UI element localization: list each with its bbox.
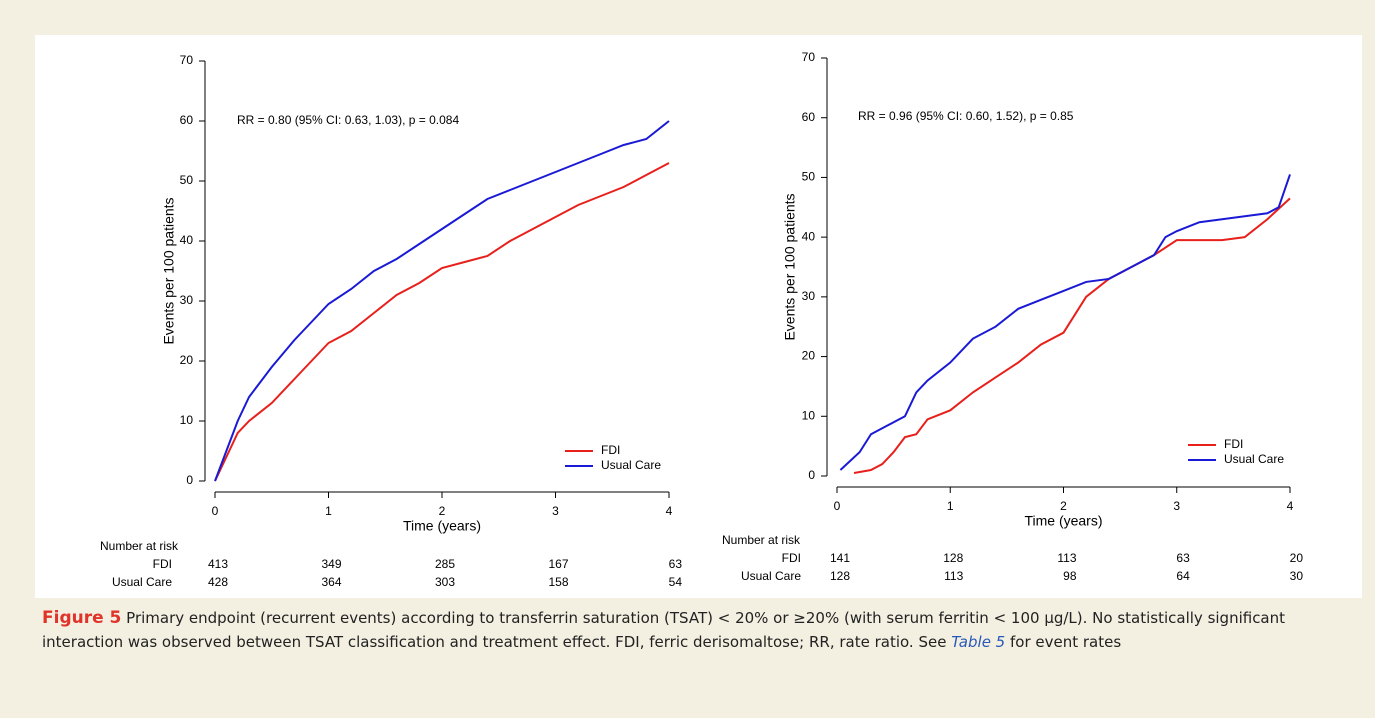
- risk-value: 128: [830, 569, 850, 583]
- risk-value: 63: [669, 557, 683, 571]
- x-tick-label: 4: [1287, 499, 1294, 513]
- risk-table-title: Number at risk: [100, 539, 179, 553]
- risk-row-name: FDI: [153, 557, 172, 571]
- caption-text: Primary endpoint (recurrent events) acco…: [42, 609, 1286, 651]
- risk-value: 113: [944, 569, 963, 583]
- y-tick-label: 60: [802, 110, 816, 124]
- risk-value: 54: [669, 575, 683, 589]
- legend-label: FDI: [1224, 437, 1243, 451]
- risk-row-name: Usual Care: [741, 569, 801, 583]
- y-tick-label: 10: [180, 413, 194, 427]
- y-tick-label: 0: [186, 473, 193, 487]
- risk-value: 303: [435, 575, 455, 589]
- risk-value: 158: [548, 575, 568, 589]
- caption-text-after: for event rates: [1005, 633, 1122, 651]
- x-tick-label: 0: [212, 504, 219, 518]
- risk-value: 349: [321, 557, 341, 571]
- risk-value: 141: [830, 551, 850, 565]
- series-line: [214, 162, 670, 482]
- legend-label: FDI: [601, 443, 620, 457]
- risk-value: 364: [321, 575, 341, 589]
- risk-value: 413: [208, 557, 228, 571]
- x-tick-label: 1: [325, 504, 332, 518]
- y-tick-label: 50: [802, 170, 816, 184]
- risk-value: 64: [1176, 569, 1190, 583]
- y-tick-label: 10: [802, 408, 816, 422]
- risk-value: 128: [943, 551, 963, 565]
- y-axis-label: Events per 100 patients: [782, 193, 798, 340]
- risk-value: 285: [435, 557, 455, 571]
- y-tick-label: 60: [180, 113, 194, 127]
- risk-row-name: Usual Care: [112, 575, 172, 589]
- x-tick-label: 2: [1060, 499, 1067, 513]
- y-axis-label: Events per 100 patients: [161, 197, 177, 344]
- risk-value: 167: [548, 557, 568, 571]
- risk-value: 63: [1176, 551, 1190, 565]
- risk-value: 98: [1063, 569, 1077, 583]
- x-tick-label: 0: [834, 499, 841, 513]
- annotation: RR = 0.80 (95% CI: 0.63, 1.03), p = 0.08…: [237, 113, 459, 127]
- annotation: RR = 0.96 (95% CI: 0.60, 1.52), p = 0.85: [858, 109, 1074, 123]
- caption-link[interactable]: Table 5: [951, 633, 1006, 651]
- risk-value: 20: [1290, 551, 1304, 565]
- risk-value: 428: [208, 575, 228, 589]
- x-tick-label: 1: [947, 499, 954, 513]
- risk-table-title: Number at risk: [722, 533, 801, 547]
- legend-label: Usual Care: [1224, 452, 1284, 466]
- risk-value: 30: [1290, 569, 1304, 583]
- y-tick-label: 20: [180, 353, 194, 367]
- legend-label: Usual Care: [601, 458, 661, 472]
- series-line: [853, 197, 1291, 474]
- y-tick-label: 0: [808, 468, 815, 482]
- x-tick-label: 3: [1173, 499, 1180, 513]
- y-tick-label: 30: [802, 289, 816, 303]
- y-tick-label: 40: [180, 233, 194, 247]
- risk-row-name: FDI: [782, 551, 801, 565]
- x-axis-label: Time (years): [403, 518, 481, 534]
- caption: Figure 5 Primary endpoint (recurrent eve…: [42, 606, 1352, 654]
- x-tick-label: 4: [666, 504, 673, 518]
- x-tick-label: 3: [552, 504, 559, 518]
- y-tick-label: 40: [802, 229, 816, 243]
- risk-value: 113: [1057, 551, 1076, 565]
- x-axis-label: Time (years): [1024, 513, 1102, 529]
- y-tick-label: 70: [180, 53, 194, 67]
- series-line: [214, 120, 670, 482]
- x-tick-label: 2: [439, 504, 446, 518]
- y-tick-label: 30: [180, 293, 194, 307]
- panel: [35, 35, 1362, 598]
- y-tick-label: 50: [180, 173, 194, 187]
- caption-label: Figure 5: [42, 608, 122, 628]
- series-line: [839, 174, 1291, 471]
- y-tick-label: 70: [802, 50, 816, 64]
- y-tick-label: 20: [802, 349, 816, 363]
